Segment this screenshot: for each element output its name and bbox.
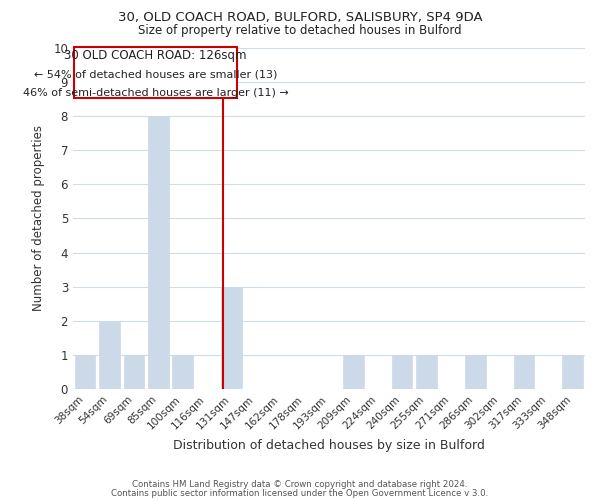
Bar: [416, 356, 437, 390]
FancyBboxPatch shape: [74, 47, 237, 98]
X-axis label: Distribution of detached houses by size in Bulford: Distribution of detached houses by size …: [173, 440, 485, 452]
Text: 30 OLD COACH ROAD: 126sqm: 30 OLD COACH ROAD: 126sqm: [64, 48, 247, 62]
Text: 46% of semi-detached houses are larger (11) →: 46% of semi-detached houses are larger (…: [23, 88, 289, 98]
Bar: [465, 356, 485, 390]
Bar: [562, 356, 583, 390]
Text: Size of property relative to detached houses in Bulford: Size of property relative to detached ho…: [138, 24, 462, 37]
Bar: [343, 356, 364, 390]
Text: Contains public sector information licensed under the Open Government Licence v : Contains public sector information licen…: [112, 488, 488, 498]
Bar: [172, 356, 193, 390]
Bar: [75, 356, 95, 390]
Bar: [392, 356, 412, 390]
Text: 30, OLD COACH ROAD, BULFORD, SALISBURY, SP4 9DA: 30, OLD COACH ROAD, BULFORD, SALISBURY, …: [118, 12, 482, 24]
Bar: [514, 356, 535, 390]
Y-axis label: Number of detached properties: Number of detached properties: [32, 126, 45, 312]
Text: Contains HM Land Registry data © Crown copyright and database right 2024.: Contains HM Land Registry data © Crown c…: [132, 480, 468, 489]
Bar: [124, 356, 144, 390]
Text: ← 54% of detached houses are smaller (13): ← 54% of detached houses are smaller (13…: [34, 69, 277, 79]
Bar: [148, 116, 169, 390]
Bar: [99, 321, 120, 390]
Bar: [221, 287, 242, 390]
